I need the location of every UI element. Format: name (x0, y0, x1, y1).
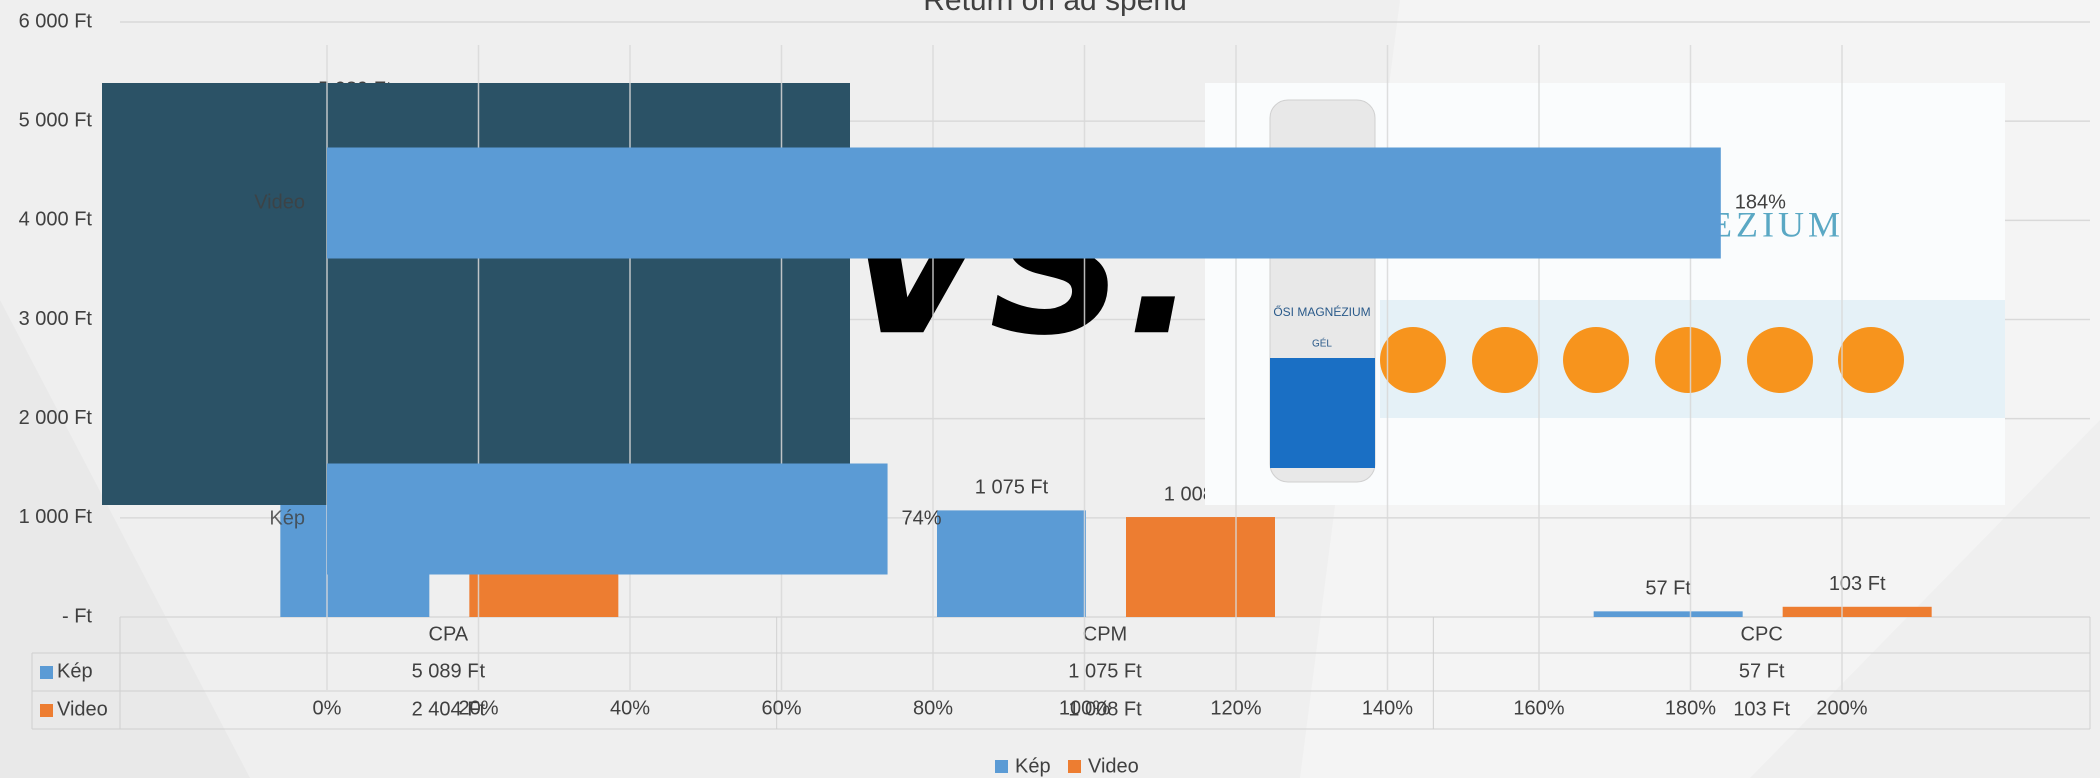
x-tick-label: 180% (1665, 697, 1716, 719)
x-tick-label: 120% (1210, 697, 1261, 719)
y-tick-label: 1 000 Ft (19, 506, 93, 528)
bottle-label: ŐSI MAGNÉZIUM (1273, 304, 1370, 319)
icon (1472, 327, 1538, 393)
x-tick-label: CPA (429, 623, 469, 645)
y-tick-label: 6 000 Ft (19, 10, 93, 32)
bar (937, 510, 1086, 617)
y-tick-label: Kép (269, 507, 305, 529)
bar (1594, 611, 1743, 617)
table-cell: 1 075 Ft (1068, 660, 1142, 682)
x-tick-label: 60% (761, 697, 801, 719)
table-cell: 57 Ft (1739, 660, 1785, 682)
y-tick-label: - Ft (62, 605, 92, 627)
bottle-label-band (1270, 358, 1375, 468)
chart-title: Return on ad spend (923, 0, 1187, 17)
x-tick-label: 160% (1513, 697, 1564, 719)
data-label: 184% (1735, 191, 1786, 213)
x-tick-label: 100% (1059, 697, 1110, 719)
y-tick-label: 2 000 Ft (19, 407, 93, 429)
data-label: 74% (902, 507, 942, 529)
y-tick-label: 4 000 Ft (19, 209, 93, 231)
legend-key (1068, 760, 1081, 773)
legend-label: Video (1088, 755, 1139, 777)
dark-image (102, 83, 850, 505)
table-key (40, 704, 53, 717)
data-label: 1 075 Ft (975, 477, 1049, 499)
table-row-label: Kép (57, 660, 93, 682)
y-tick-label: 5 000 Ft (19, 109, 93, 131)
x-tick-label: CPC (1741, 623, 1783, 645)
x-tick-label: 200% (1816, 697, 1867, 719)
slide: Return on ad spend - Ft 1 000 Ft 2 000 Ft 3… (0, 0, 2100, 778)
icon (1380, 327, 1446, 393)
y-tick-label: Video (254, 191, 305, 213)
icon (1838, 327, 1904, 393)
icon (1655, 327, 1721, 393)
x-tick-label: 0% (313, 697, 342, 719)
data-label: 103 Ft (1829, 573, 1886, 595)
x-tick-label: 140% (1362, 697, 1413, 719)
bar (1126, 517, 1275, 617)
table-cell: 5 089 Ft (412, 660, 486, 682)
x-tick-label: 20% (458, 697, 498, 719)
y-tick-label: 3 000 Ft (19, 308, 93, 330)
legend-label: Kép (1015, 755, 1051, 777)
x-tick-label: CPM (1083, 623, 1127, 645)
x-tick-label: 80% (913, 697, 953, 719)
bar (1783, 607, 1932, 617)
data-label: 57 Ft (1645, 578, 1691, 600)
icon (1747, 327, 1813, 393)
x-tick-label: 40% (610, 697, 650, 719)
icon (1563, 327, 1629, 393)
table-cell: 103 Ft (1733, 698, 1790, 720)
table-row-label: Video (57, 698, 108, 720)
bottle-sub: GÉL (1312, 337, 1332, 350)
legend-key (995, 760, 1008, 773)
bar (327, 464, 888, 575)
bar (327, 148, 1721, 259)
table-key (40, 666, 53, 679)
